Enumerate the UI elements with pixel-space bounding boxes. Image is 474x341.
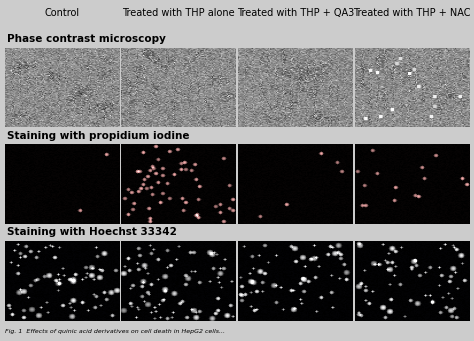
- Text: Staining with propidium iodine: Staining with propidium iodine: [7, 131, 190, 141]
- Text: Fig. 1  Effects of quinic acid derivatives on cell death in HepG2 cells...: Fig. 1 Effects of quinic acid derivative…: [5, 329, 225, 334]
- Text: Staining with Hoechst 33342: Staining with Hoechst 33342: [7, 227, 177, 237]
- Text: Treated with THP + QA3: Treated with THP + QA3: [237, 8, 354, 18]
- Text: Treated with THP + NAC: Treated with THP + NAC: [353, 8, 471, 18]
- Text: Control: Control: [45, 8, 80, 18]
- Text: Phase contrast microscopy: Phase contrast microscopy: [7, 34, 166, 44]
- Text: Treated with THP alone: Treated with THP alone: [122, 8, 235, 18]
